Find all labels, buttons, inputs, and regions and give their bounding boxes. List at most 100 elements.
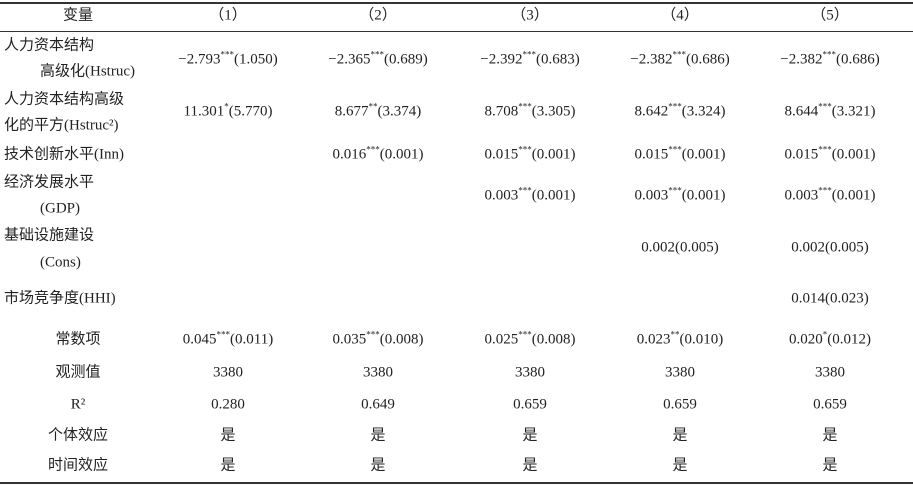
significance-stars: *** xyxy=(216,329,231,340)
variable-name: 高级化(Hstruc) xyxy=(40,63,135,80)
cell-value: 是 xyxy=(522,457,538,474)
coefficient: 0.035 xyxy=(332,331,367,348)
standard-error: (0.008) xyxy=(379,331,424,348)
cell-value: 是 xyxy=(370,457,386,474)
cell-value: 3380 xyxy=(815,364,845,381)
coefficient: 0.014 xyxy=(791,290,825,307)
significance-stars: * xyxy=(224,101,229,112)
coefficient: 0.016 xyxy=(332,146,367,163)
standard-error: (0.001) xyxy=(681,146,726,163)
variable-name: 技术创新水平(Inn) xyxy=(4,146,124,163)
cell-value: 0.002(0.005) xyxy=(641,239,719,256)
header-cell: 变量 xyxy=(62,7,94,24)
coefficient: 0.015 xyxy=(784,146,819,163)
coefficient: 0.003 xyxy=(484,187,519,204)
coefficient: 0.023 xyxy=(636,331,671,348)
significance-stars: *** xyxy=(668,144,682,155)
significance-stars: *** xyxy=(522,49,536,60)
cell-value: −2.382***(0.686) xyxy=(780,49,879,68)
standard-error: (0.011) xyxy=(230,331,274,348)
top-rule xyxy=(0,2,913,4)
significance-stars: *** xyxy=(518,101,532,112)
cell-value: 0.016***(0.001) xyxy=(332,144,424,163)
cell-value: 0.025***(0.008) xyxy=(484,329,576,348)
cell-value: 0.002(0.005) xyxy=(791,239,869,256)
cell-value: 0.020*(0.012) xyxy=(789,329,871,348)
standard-error: (3.305) xyxy=(531,103,576,120)
significance-stars: *** xyxy=(668,101,682,112)
standard-error: (0.005) xyxy=(825,239,869,256)
header-cell: （2） xyxy=(359,7,397,24)
cell-value: 是 xyxy=(522,427,538,444)
significance-stars: *** xyxy=(822,49,836,60)
coefficient: −2.382 xyxy=(630,51,673,68)
header-rule xyxy=(0,31,913,32)
cell-value: 0.045***(0.011) xyxy=(183,329,274,348)
significance-stars: *** xyxy=(668,185,682,196)
cell-value: 是 xyxy=(822,457,838,474)
cell-value: 8.644***(3.321) xyxy=(784,102,876,120)
significance-stars: *** xyxy=(366,144,380,155)
cell-value: −2.365***(0.689) xyxy=(328,49,428,68)
cell-value: −2.392***(0.683) xyxy=(480,49,580,68)
significance-stars: *** xyxy=(220,49,234,60)
significance-stars: ** xyxy=(670,329,680,340)
standard-error: (0.689) xyxy=(383,51,428,68)
standard-error: (0.001) xyxy=(681,187,726,204)
coefficient: 0.015 xyxy=(634,146,669,163)
significance-stars: *** xyxy=(518,185,532,196)
coefficient: 0.003 xyxy=(634,187,669,204)
significance-stars: *** xyxy=(370,49,384,60)
variable-name: (GDP) xyxy=(40,200,80,217)
standard-error: (0.005) xyxy=(675,239,719,256)
coefficient: −2.392 xyxy=(480,51,523,68)
cell-value: 3380 xyxy=(515,364,545,381)
significance-stars: * xyxy=(822,329,828,340)
cell-value: 11.301*(5.770) xyxy=(183,101,273,120)
coefficient: 11.301 xyxy=(183,103,225,120)
standard-error: (0.008) xyxy=(531,331,576,348)
cell-value: −2.793***(1.050) xyxy=(178,49,278,68)
standard-error: (0.001) xyxy=(531,187,576,204)
standard-error: (0.686) xyxy=(685,51,730,68)
coefficient: −2.382 xyxy=(780,51,823,68)
coefficient: −2.365 xyxy=(328,51,371,68)
coefficient: 8.708 xyxy=(484,103,519,120)
cell-value: 是 xyxy=(220,457,236,474)
standard-error: (0.001) xyxy=(379,146,424,163)
bottom-rule xyxy=(0,482,913,484)
coefficient: 8.644 xyxy=(784,103,819,120)
standard-error: (0.010) xyxy=(679,331,724,348)
cell-value: 0.003***(0.001) xyxy=(785,186,876,204)
variable-name: 人力资本结构 xyxy=(4,37,95,54)
variable-name: 基础设施建设 xyxy=(4,227,95,244)
cell-value: 0.015***(0.001) xyxy=(634,144,726,163)
cell-value: 0.659 xyxy=(513,396,547,413)
cell-value: 0.659 xyxy=(813,396,847,413)
coefficient: 0.025 xyxy=(484,331,519,348)
variable-name: (Cons) xyxy=(40,254,81,271)
cell-value: 3380 xyxy=(665,364,695,381)
variable-name: 经济发展水平 xyxy=(4,174,95,191)
standard-error: (3.321) xyxy=(831,103,876,120)
standard-error: (0.683) xyxy=(535,51,580,68)
cell-value: 3380 xyxy=(213,364,243,381)
cell-value: 是 xyxy=(672,457,688,474)
standard-error: (0.001) xyxy=(531,146,576,163)
cell-value: 是 xyxy=(370,427,386,444)
cell-value: 0.280 xyxy=(211,396,245,413)
standard-error: (0.023) xyxy=(825,290,869,307)
coefficient: −2.793 xyxy=(178,51,221,68)
variable-name: 人力资本结构高级 xyxy=(4,91,125,108)
cell-value: 8.677**(3.374) xyxy=(335,102,422,120)
standard-error: (5.770) xyxy=(228,103,273,120)
cell-value: 0.015***(0.001) xyxy=(784,145,876,163)
header-cell: （3） xyxy=(511,7,549,24)
cell-value: 0.014(0.023) xyxy=(791,290,869,307)
significance-stars: *** xyxy=(518,144,532,155)
significance-stars: *** xyxy=(518,329,532,340)
standard-error: (1.050) xyxy=(233,51,278,68)
standard-error: (3.374) xyxy=(377,103,422,120)
cell-value: 是 xyxy=(220,427,236,444)
